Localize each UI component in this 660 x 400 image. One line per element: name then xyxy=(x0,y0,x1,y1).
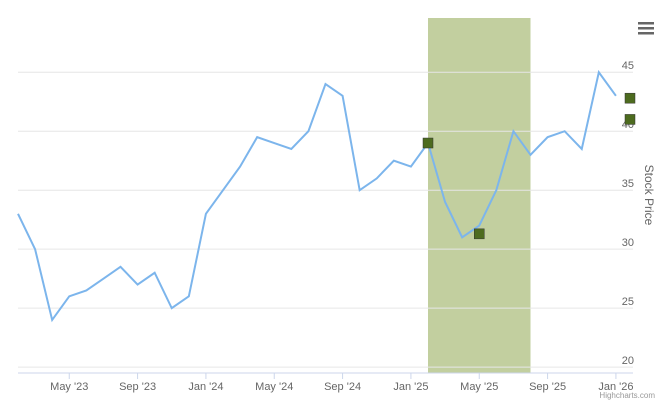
flag-marker xyxy=(422,137,434,149)
x-tick-label: Sep '25 xyxy=(529,381,566,393)
flag-marker xyxy=(624,114,636,125)
y-tick-label: 30 xyxy=(622,237,634,249)
flag-marker xyxy=(624,92,636,104)
x-tick-label: May '24 xyxy=(255,381,293,393)
x-tick-label: May '23 xyxy=(50,381,88,393)
menu-bar xyxy=(638,27,654,30)
plot-band xyxy=(428,18,531,373)
x-tick-label: May '25 xyxy=(460,381,498,393)
x-tick-label: Jan '24 xyxy=(188,381,223,393)
flag-marker xyxy=(474,228,485,240)
y-tick-label: 20 xyxy=(622,355,634,367)
y-tick-label: 45 xyxy=(622,60,634,72)
y-axis-title: Stock Price xyxy=(642,165,656,226)
menu-button[interactable] xyxy=(638,22,654,35)
y-tick-label: 25 xyxy=(622,296,634,308)
menu-bar xyxy=(638,22,654,25)
x-tick-label: Jan '26 xyxy=(598,381,633,393)
menu-bar xyxy=(638,32,654,35)
price-line xyxy=(17,69,617,323)
credit[interactable]: Highcharts.com xyxy=(599,391,655,400)
x-tick-label: Jan '25 xyxy=(393,381,428,393)
x-tick-label: Sep '24 xyxy=(324,381,361,393)
x-tick-label: Sep '23 xyxy=(119,381,156,393)
y-tick-label: 35 xyxy=(622,178,634,190)
